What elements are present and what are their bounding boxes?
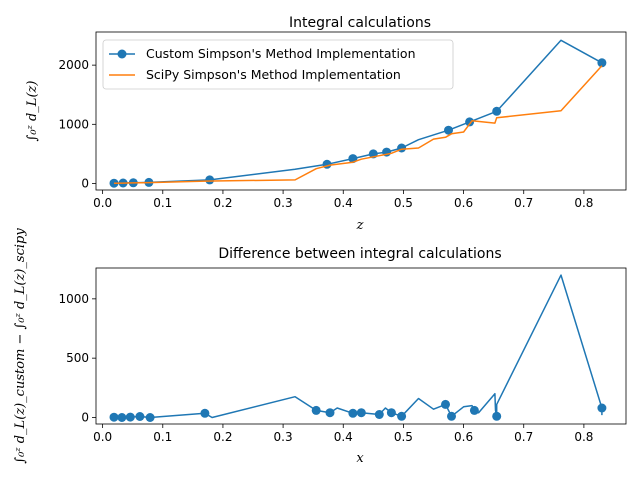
- plot-area: [109, 39, 607, 188]
- x-tick-label: 0.6: [454, 196, 473, 210]
- x-tick-label: 0.1: [153, 430, 172, 444]
- x-tick-label: 0.5: [394, 196, 413, 210]
- x-tick-label: 0.5: [394, 430, 413, 444]
- y-axis-label: ∫₀ᶻ d_L(z)_custom − ∫₀ᶻ d_L(z)_scipy: [13, 228, 28, 464]
- data-point: [125, 412, 135, 422]
- data-point: [441, 399, 450, 409]
- data-point: [447, 411, 456, 421]
- data-point: [374, 410, 384, 419]
- x-tick-label: 0.0: [93, 430, 112, 444]
- x-tick-label: 0.1: [153, 196, 172, 210]
- x-tick-label: 0.8: [574, 430, 593, 444]
- legend: Custom Simpson's Method Implementation S…: [102, 39, 454, 90]
- x-tick-label: 0.3: [274, 196, 293, 210]
- y-tick-label: 1000: [58, 292, 89, 306]
- plot-area: [109, 274, 607, 422]
- series-line-1: [113, 65, 603, 185]
- data-point: [205, 175, 215, 185]
- data-point: [325, 408, 335, 418]
- x-tick-label: 0.7: [514, 196, 533, 210]
- difference-chart: Difference between integral calculations…: [13, 228, 627, 466]
- data-point: [492, 411, 502, 421]
- integral-chart: Integral calculations 0.0 0.1 0.2 0.3 0.4 0.5…: [25, 15, 627, 233]
- data-point: [397, 411, 407, 421]
- x-tick-label: 0.3: [274, 430, 293, 444]
- y-tick-label: 500: [66, 351, 89, 365]
- legend-box: [102, 39, 454, 90]
- x-axis-label: x: [356, 451, 364, 466]
- y-tick-label: 0: [81, 410, 89, 424]
- data-point: [597, 58, 607, 68]
- data-point: [597, 403, 607, 413]
- x-tick-label: 0.2: [213, 196, 232, 210]
- y-axis-label: ∫₀ᶻ d_L(z): [25, 81, 40, 142]
- data-point: [117, 413, 127, 422]
- data-point: [348, 408, 358, 418]
- axes-frame: [95, 31, 627, 191]
- legend-label-scipy: SciPy Simpson's Method Implementation: [146, 67, 401, 82]
- x-tick-label: 0.7: [514, 430, 533, 444]
- data-point: [200, 408, 210, 418]
- legend-label-custom: Custom Simpson's Method Implementation: [146, 46, 416, 61]
- data-point: [311, 405, 321, 415]
- y-tick-label: 1000: [58, 117, 89, 131]
- x-axis-label: z: [356, 218, 364, 233]
- chart-title: Integral calculations: [289, 15, 431, 31]
- data-point: [356, 408, 366, 418]
- tick-labels: 0.0 0.1 0.2 0.3 0.4 0.5 0.6 0.7 0.8 0 500 1000: [58, 292, 593, 444]
- data-point: [386, 408, 396, 418]
- data-point: [145, 413, 155, 422]
- data-point: [465, 117, 475, 127]
- data-point: [492, 106, 502, 116]
- legend-marker-custom: [117, 49, 127, 59]
- tick-labels: 0.0 0.1 0.2 0.3 0.4 0.5 0.6 0.7 0.8 0 1000 2000: [58, 58, 593, 210]
- axes-frame: [95, 267, 627, 425]
- x-tick-label: 0.4: [334, 196, 353, 210]
- x-tick-label: 0.6: [454, 430, 473, 444]
- data-point: [469, 405, 479, 415]
- y-tick-label: 2000: [58, 58, 89, 72]
- x-tick-label: 0.4: [334, 430, 353, 444]
- chart-title: Difference between integral calculations: [218, 246, 501, 262]
- x-tick-label: 0.0: [93, 196, 112, 210]
- data-point: [135, 412, 145, 421]
- x-tick-label: 0.8: [574, 196, 593, 210]
- y-tick-label: 0: [81, 176, 89, 190]
- data-point: [109, 412, 119, 422]
- x-tick-label: 0.2: [213, 430, 232, 444]
- data-point: [444, 125, 453, 135]
